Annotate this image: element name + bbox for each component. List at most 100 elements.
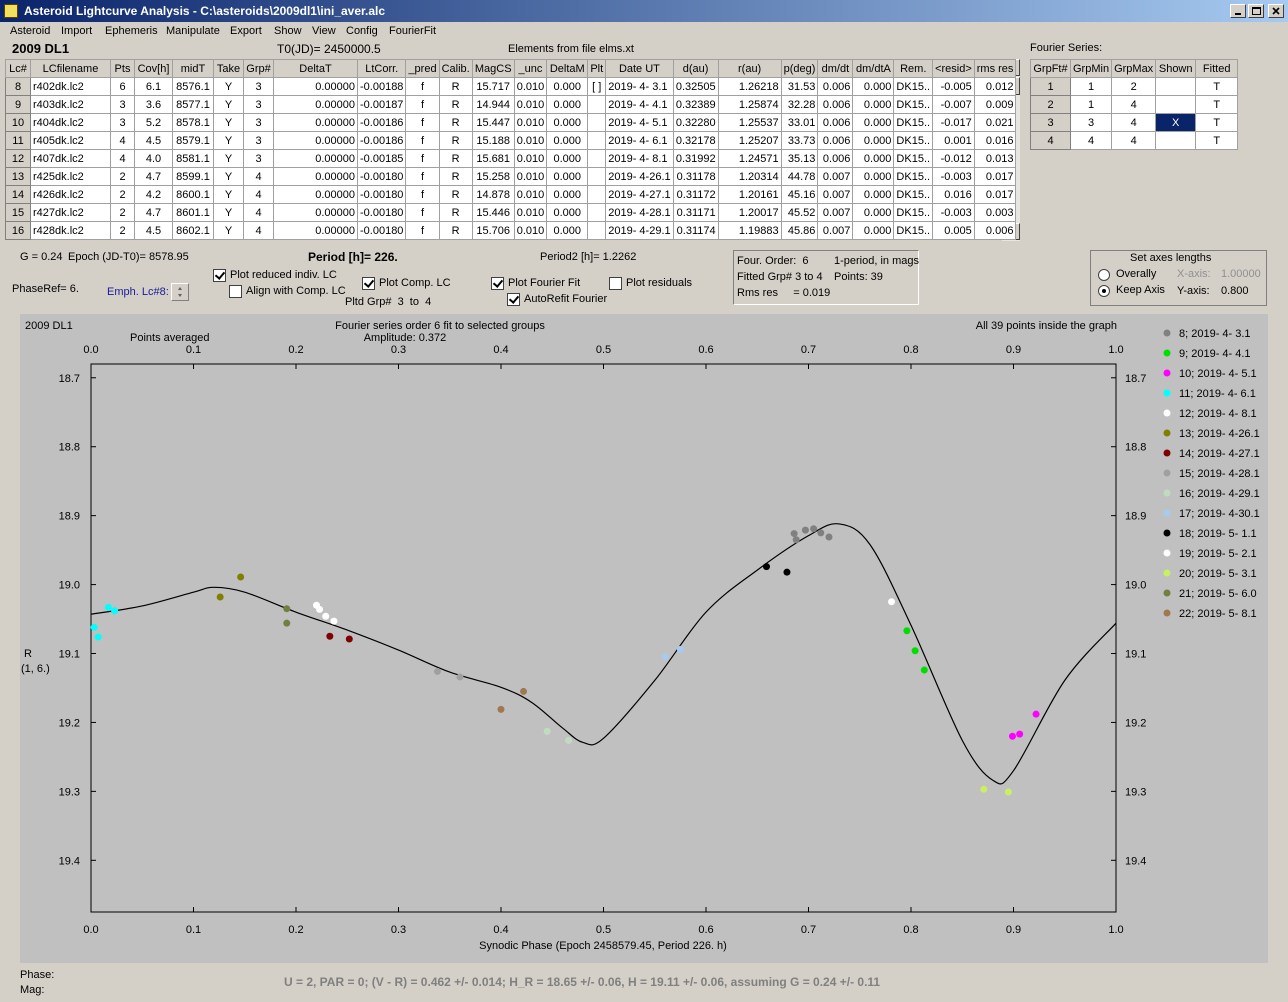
- checkbox[interactable]: [609, 277, 622, 290]
- legend-marker: [1163, 369, 1171, 377]
- radio-label[interactable]: Keep Axis: [1116, 284, 1165, 296]
- app-icon: [4, 4, 18, 18]
- menu-item[interactable]: View: [312, 25, 336, 37]
- checkbox-label[interactable]: Plot reduced indiv. LC: [230, 269, 337, 281]
- plot-area: [90, 363, 1117, 913]
- checkbox[interactable]: [491, 277, 504, 290]
- data-point: [1008, 732, 1016, 740]
- x-tick-label: 0.2: [288, 344, 303, 356]
- cell: 45.52: [780, 203, 819, 222]
- checkbox[interactable]: [213, 269, 226, 282]
- cell: DK15..: [893, 149, 934, 168]
- cell: 0.010: [513, 95, 548, 114]
- plot-note: Points averaged: [130, 332, 210, 344]
- cell: -0.00185: [356, 149, 407, 168]
- checkbox-label[interactable]: Plot Fourier Fit: [508, 277, 581, 289]
- cell: 4: [243, 221, 274, 240]
- y-tick-label: 18.9: [59, 511, 80, 523]
- y-tick-label: 19.3: [1125, 786, 1146, 798]
- menu-item[interactable]: Ephemeris: [105, 25, 158, 37]
- menu-item[interactable]: Export: [230, 25, 262, 37]
- menu-item[interactable]: FourierFit: [389, 25, 437, 37]
- minimize-button[interactable]: [1230, 4, 1246, 18]
- g-value: G = 0.24: [20, 251, 63, 263]
- cell: R: [438, 131, 473, 150]
- cell: 2019- 4-29.1: [605, 221, 674, 240]
- cell: 0.31174: [672, 221, 719, 240]
- legend-marker: [1163, 529, 1171, 537]
- cell: 1: [1069, 95, 1113, 114]
- spinner[interactable]: [171, 283, 189, 301]
- checkbox-label[interactable]: Plot Comp. LC: [379, 277, 451, 289]
- column-header: Lc#: [5, 59, 31, 78]
- data-point: [326, 632, 334, 640]
- data-point: [322, 612, 330, 620]
- checkbox[interactable]: [362, 277, 375, 290]
- cell: 0.00000: [273, 77, 358, 96]
- x-tick-label: 0.3: [391, 344, 406, 356]
- cell: 0.00000: [273, 95, 358, 114]
- column-header: LCfilename: [30, 59, 111, 78]
- cell: DK15..: [893, 113, 934, 132]
- cell: 0.000: [852, 149, 895, 168]
- checkbox-label[interactable]: Align with Comp. LC: [246, 285, 346, 297]
- cell: f: [405, 167, 440, 186]
- cell: 4: [1111, 95, 1157, 114]
- y-tick-label: 18.9: [1125, 511, 1146, 523]
- menu-item[interactable]: Import: [61, 25, 93, 37]
- radio-button[interactable]: [1098, 269, 1110, 281]
- cell: 0.000: [546, 149, 589, 168]
- cell: 0.000: [546, 113, 589, 132]
- cell: 32.28: [780, 95, 819, 114]
- empty-cell: [587, 185, 607, 204]
- empty-cell: [587, 95, 607, 114]
- y-tick-label: 19.3: [59, 786, 80, 798]
- cell: 0.010: [513, 131, 548, 150]
- cell: -0.003: [932, 203, 975, 222]
- x-tick-label: 0.6: [698, 344, 713, 356]
- empty-cell: [1155, 131, 1197, 150]
- cell: 15.446: [471, 203, 515, 222]
- column-header: Take: [213, 59, 244, 78]
- cell: 45.16: [780, 185, 819, 204]
- cell: 4.5: [134, 221, 173, 240]
- x-tick-label: 0.0: [83, 344, 98, 356]
- menu-item[interactable]: Asteroid: [10, 25, 51, 37]
- cell: 0.010: [513, 113, 548, 132]
- cell: Y: [213, 185, 244, 204]
- y-tick-label: 18.7: [1125, 373, 1146, 385]
- checkbox-label[interactable]: AutoRefit Fourier: [524, 293, 608, 305]
- cell: 0.000: [546, 185, 589, 204]
- cell: 1: [1030, 77, 1071, 96]
- close-button[interactable]: [1268, 4, 1284, 18]
- fourier-title: Fourier Series:: [1030, 42, 1103, 54]
- cell: r403dk.lc2: [30, 95, 111, 114]
- column-header: _unc: [513, 59, 548, 78]
- cell: 8602.1: [172, 221, 214, 240]
- data-point: [565, 736, 573, 744]
- checkbox[interactable]: [507, 293, 520, 306]
- cell: 0.32505: [672, 77, 719, 96]
- object-name: 2009 DL1: [12, 41, 70, 56]
- checkbox[interactable]: [229, 285, 242, 298]
- menu-item[interactable]: Show: [274, 25, 302, 37]
- radio-label[interactable]: Overally: [1116, 268, 1157, 280]
- cell: 8576.1: [172, 77, 214, 96]
- y-tick-label: 19.1: [59, 649, 80, 661]
- cell: -0.00180: [356, 167, 407, 186]
- legend-marker: [1163, 329, 1171, 337]
- cell: 15.717: [471, 77, 515, 96]
- menu-item[interactable]: Config: [346, 25, 378, 37]
- data-point: [792, 536, 800, 544]
- radio-button[interactable]: [1098, 285, 1110, 297]
- cell: Y: [213, 221, 244, 240]
- data-point: [980, 785, 988, 793]
- x-tick-label: 0.1: [186, 924, 201, 936]
- cell: 0.00000: [273, 131, 358, 150]
- checkbox-label[interactable]: Plot residuals: [626, 277, 693, 289]
- legend-label: 10; 2019- 4- 5.1: [1179, 368, 1257, 380]
- maximize-button[interactable]: [1248, 4, 1264, 18]
- menu-item[interactable]: Manipulate: [166, 25, 220, 37]
- fourier-table: GrpFt# GrpMin GrpMax Shown Fitted 1 1 2 T 2 1 4 T 3 3 4…: [1030, 59, 1239, 150]
- cell: Y: [213, 95, 244, 114]
